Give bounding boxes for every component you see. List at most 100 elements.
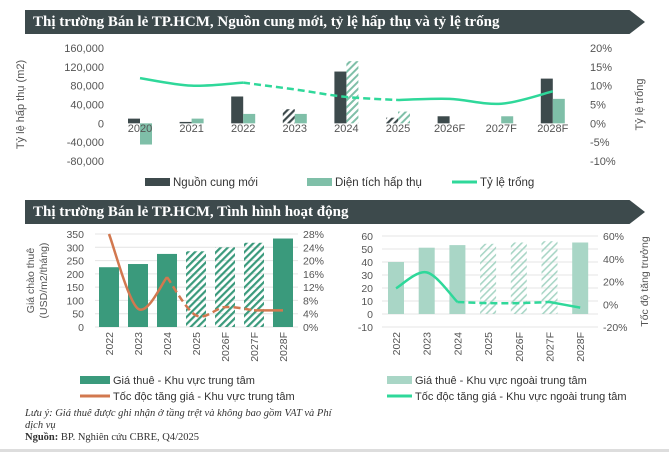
bar-secondary xyxy=(140,123,152,145)
y2-tick-label: 0% xyxy=(303,322,318,334)
x-tick-label: 2028F xyxy=(278,332,290,362)
x-tick-label: 2026F xyxy=(220,332,232,362)
y2-tick-label: 12% xyxy=(303,282,324,294)
y2-tick-label: 5% xyxy=(590,100,606,112)
y2-axis-title: Tốc độ tăng trưởng xyxy=(639,236,651,327)
bar-primary xyxy=(128,264,148,327)
y-tick-label: 20 xyxy=(361,283,373,295)
x-tick-label: 2026F xyxy=(514,332,526,362)
bar-primary xyxy=(572,242,589,314)
bar-primary xyxy=(437,116,450,124)
y-axis-title: Giá chào thuê xyxy=(25,248,37,314)
y2-tick-label: 0% xyxy=(603,299,618,311)
y-tick-label: 30 xyxy=(361,270,373,282)
bar-primary xyxy=(386,117,398,124)
bar-primary xyxy=(186,251,206,327)
bar-primary xyxy=(541,241,558,314)
y2-tick-label: 20% xyxy=(303,256,324,268)
series-line-solid xyxy=(107,233,169,311)
y-tick-label: -40,000 xyxy=(67,137,104,149)
bar-primary xyxy=(179,121,192,124)
y-tick-label: 200 xyxy=(66,269,84,281)
x-tick-label: 2027F xyxy=(486,123,517,135)
divider xyxy=(0,449,669,452)
x-tick-label: 2024 xyxy=(334,123,358,135)
series-line-dashed-forecast xyxy=(243,81,399,102)
x-tick-label: 2028F xyxy=(575,332,587,362)
bar-primary xyxy=(244,242,264,327)
bar-primary xyxy=(157,253,177,327)
legend-label: Giá thuê - Khu vực ngoài trung tâm xyxy=(415,375,587,387)
x-tick-label: 2025 xyxy=(191,332,203,356)
x-tick-label: 2023 xyxy=(422,332,434,356)
x-tick-label: 2025 xyxy=(386,123,410,135)
y2-axis-title: Tỷ lệ trống xyxy=(634,79,646,131)
legend-swatch xyxy=(307,178,332,186)
y-axis-title: (USD/m2/tháng) xyxy=(38,243,50,319)
legend-swatch xyxy=(387,376,412,384)
bar-primary xyxy=(273,238,293,327)
series-line-dashed-forecast xyxy=(165,276,255,318)
bar-secondary xyxy=(346,61,359,124)
y-tick-label: 250 xyxy=(66,256,84,268)
footnote-text: Lưu ý: Giá thuê được ghi nhận ở tầng trệ… xyxy=(25,408,332,431)
y-axis-title: Tỷ lệ hấp thụ (m2) xyxy=(15,60,27,149)
x-tick-label: 2020 xyxy=(128,123,152,135)
legend-label: Nguồn cung mới xyxy=(173,177,258,189)
series-line-solid xyxy=(397,90,554,106)
y2-tick-label: 10% xyxy=(590,81,612,93)
y2-tick-label: 16% xyxy=(303,269,324,281)
y2-tick-label: -10% xyxy=(590,156,616,168)
bar-primary xyxy=(215,247,235,327)
x-tick-label: 2023 xyxy=(283,123,307,135)
y2-tick-label: 40% xyxy=(603,254,624,266)
bar-secondary xyxy=(294,113,307,124)
y-tick-label: 40,000 xyxy=(70,100,104,112)
y-tick-label: 80,000 xyxy=(70,81,104,93)
source-text: BP. Nghiên cứu CBRE, Q4/2025 xyxy=(60,432,200,443)
x-tick-label: 2024 xyxy=(452,332,464,356)
y2-tick-label: 24% xyxy=(303,242,324,254)
legend-label: Tốc độc tăng giá - Khu vực trung tâm xyxy=(113,391,295,403)
series-line-solid xyxy=(139,76,244,88)
y2-tick-label: 8% xyxy=(303,295,318,307)
y-tick-label: 60 xyxy=(361,231,373,243)
legend-swatch xyxy=(80,376,110,384)
x-tick-label: 2025 xyxy=(483,332,495,356)
bar-primary xyxy=(540,78,553,124)
bar-primary xyxy=(99,267,119,327)
bar-primary xyxy=(510,242,527,314)
series-line-dashed-forecast xyxy=(457,300,550,305)
x-tick-label: 2022 xyxy=(231,123,255,135)
y-tick-label: 0 xyxy=(367,309,373,321)
y-tick-label: 150 xyxy=(66,282,84,294)
y2-tick-label: -5% xyxy=(590,137,610,149)
y-tick-label: 0 xyxy=(98,118,104,130)
y-tick-label: 100 xyxy=(66,295,84,307)
x-tick-label: 2027F xyxy=(249,332,261,362)
y-tick-label: 350 xyxy=(66,229,84,241)
y-tick-label: 120,000 xyxy=(64,62,104,74)
y-tick-label: -80,000 xyxy=(67,156,104,168)
y-tick-label: 0 xyxy=(78,322,84,334)
x-tick-label: 2022 xyxy=(104,332,116,356)
y-tick-label: 50 xyxy=(361,244,373,256)
y2-tick-label: -20% xyxy=(603,322,628,334)
series-line-solid xyxy=(549,300,581,309)
y2-tick-label: 0% xyxy=(590,118,606,130)
legend-label: Tốc độc tăng giá - Khu vực ngoài trung t… xyxy=(415,391,627,403)
y-tick-label: 40 xyxy=(361,257,373,269)
legend-label: Giá thuê - Khu vực trung tâm xyxy=(113,375,255,387)
y-tick-label: 160,000 xyxy=(64,43,104,55)
x-tick-label: 2028F xyxy=(537,123,568,135)
y-tick-label: -10 xyxy=(358,322,373,334)
y2-tick-label: 4% xyxy=(303,309,318,321)
bar-secondary xyxy=(243,113,256,124)
y2-tick-label: 28% xyxy=(303,229,324,241)
bar-primary xyxy=(480,243,497,314)
y-tick-label: 300 xyxy=(66,242,84,254)
y2-tick-label: 60% xyxy=(603,231,624,243)
source-label: Nguồn: xyxy=(25,432,59,443)
bar-secondary xyxy=(501,116,514,124)
